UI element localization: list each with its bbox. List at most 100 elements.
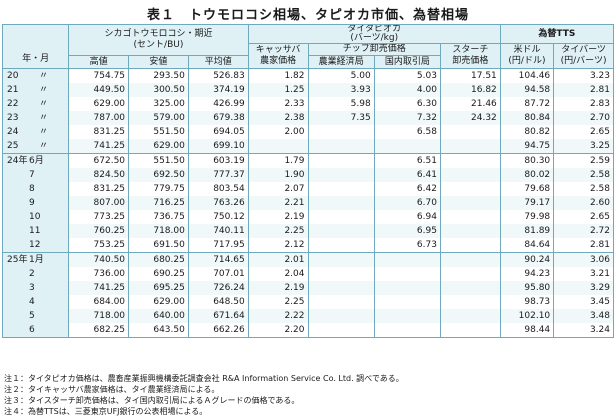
- cell-starch: 24.32: [439, 111, 501, 125]
- cell-year-month: 8: [1, 182, 70, 196]
- notes: 注１：タイタピオカ価格は、農畜産業振興機構委託調査会社 R&A Informat…: [4, 373, 404, 417]
- cell-chip-farm: 5.00: [307, 68, 375, 83]
- cell-chip-domestic: 5.03: [373, 68, 441, 83]
- cell-corn-low: 551.50: [128, 125, 189, 139]
- cell-usd: 87.72: [499, 97, 555, 111]
- cell-year-month: 7: [1, 168, 70, 182]
- cell-starch: [439, 139, 501, 154]
- cell-cassava: 2.01: [247, 252, 309, 267]
- cell-year-month: 4: [1, 295, 70, 309]
- cell-chip-domestic: 6.58: [373, 125, 441, 139]
- cell-year-month: 3: [1, 281, 70, 295]
- cell-chip-domestic: 6.95: [373, 224, 441, 238]
- cell-baht: 2.72: [553, 224, 614, 238]
- table-row: 21 〃 449.50 300.50 374.19 1.25 3.93 4.00 16.82 94…: [1, 83, 614, 97]
- cell-corn-low: 640.00: [128, 309, 189, 323]
- header-fx-group: 為替TTS: [499, 24, 615, 44]
- cell-starch: [439, 252, 501, 267]
- note-1: 注１：タイタピオカ価格は、農畜産業振興機構委託調査会社 R&A Informat…: [4, 374, 404, 383]
- cell-chip-domestic: 6.30: [373, 97, 441, 111]
- cell-starch: [439, 196, 501, 210]
- cell-corn-avg: 679.38: [187, 111, 249, 125]
- cell-cassava: 2.22: [247, 309, 309, 323]
- cell-corn-high: 718.00: [68, 309, 130, 323]
- cell-corn-high: 736.00: [68, 267, 130, 281]
- cell-corn-high: 831.25: [68, 182, 130, 196]
- cell-starch: [439, 224, 501, 238]
- header-corn-group: シカゴトウモロコシ・期近 (セント/BU): [68, 24, 249, 56]
- cell-chip-domestic: [373, 281, 441, 295]
- cell-corn-low: 680.25: [128, 252, 189, 267]
- cell-year-month: 10: [1, 210, 70, 224]
- cell-baht: 2.83: [553, 97, 614, 111]
- header-corn-avg: 平均値: [187, 55, 249, 69]
- row-year: 21: [7, 84, 19, 95]
- cell-corn-avg: 803.54: [187, 182, 249, 196]
- cell-chip-farm: [307, 267, 375, 281]
- cell-baht: 2.65: [553, 125, 614, 139]
- cell-chip-domestic: [373, 252, 441, 267]
- cell-starch: 21.46: [439, 97, 501, 111]
- cell-corn-high: 787.00: [68, 111, 130, 125]
- cell-chip-farm: [307, 281, 375, 295]
- cell-baht: 3.24: [553, 323, 614, 338]
- cell-starch: 17.51: [439, 68, 501, 83]
- cell-corn-avg: 750.12: [187, 210, 249, 224]
- cell-starch: [439, 295, 501, 309]
- price-table: 年・月 シカゴトウモロコシ・期近 (セント/BU) タイタピオカ (バーツ/kg…: [1, 24, 615, 338]
- cell-usd: 94.75: [499, 139, 555, 154]
- row-month: 9: [29, 197, 35, 208]
- cell-usd: 98.44: [499, 323, 555, 338]
- header-cassava: キャッサバ 農家価格: [247, 43, 309, 69]
- row-month: 2: [29, 268, 35, 279]
- row-ditto-mark: 〃: [39, 112, 49, 123]
- cell-usd: 102.10: [499, 309, 555, 323]
- cell-usd: 80.82: [499, 125, 555, 139]
- cell-chip-domestic: 6.70: [373, 196, 441, 210]
- row-month: 7: [29, 169, 35, 180]
- note-2: 注２：タイキャッサバ農家価格は、タイ農業経済局による。: [4, 385, 220, 394]
- cell-corn-avg: 717.95: [187, 238, 249, 253]
- cell-year-month: 23 〃: [1, 111, 70, 125]
- cell-corn-high: 824.50: [68, 168, 130, 182]
- cell-chip-farm: [307, 252, 375, 267]
- cell-corn-avg: 694.05: [187, 125, 249, 139]
- row-year: 25年: [7, 254, 28, 265]
- cell-chip-domestic: 6.51: [373, 153, 441, 168]
- cell-year-month: 12: [1, 238, 70, 253]
- cell-corn-high: 807.00: [68, 196, 130, 210]
- cell-starch: [439, 125, 501, 139]
- cell-usd: 79.17: [499, 196, 555, 210]
- note-3: 注３：タイスターチ卸売価格は、タイ国内取引局によるＡグレードの価格である。: [4, 396, 300, 405]
- table-row: 2 736.00 690.25 707.01 2.04 94.23 3.21: [1, 267, 614, 281]
- cell-corn-high: 773.25: [68, 210, 130, 224]
- cell-starch: [439, 309, 501, 323]
- cell-baht: 2.65: [553, 210, 614, 224]
- cell-baht: 2.58: [553, 168, 614, 182]
- row-month: 8: [29, 183, 35, 194]
- cell-baht: 3.23: [553, 68, 614, 83]
- note-4: 注４：為替TTSは、三菱東京UFJ銀行の公表相場による。: [4, 407, 208, 416]
- cell-cassava: 2.21: [247, 196, 309, 210]
- cell-corn-high: 629.00: [68, 97, 130, 111]
- row-month: 3: [29, 282, 35, 293]
- table-row: 11 760.25 718.00 740.11 2.25 6.95 81.89 2.72: [1, 224, 614, 238]
- cell-starch: [439, 210, 501, 224]
- cell-corn-high: 672.50: [68, 153, 130, 168]
- cell-usd: 79.68: [499, 182, 555, 196]
- cell-year-month: 9: [1, 196, 70, 210]
- header-starch: スターチ 卸売価格: [439, 43, 501, 69]
- cell-cassava: 1.82: [247, 68, 309, 83]
- table-row: 9 807.00 716.25 763.26 2.21 6.70 79.17 2.60: [1, 196, 614, 210]
- cell-corn-high: 760.25: [68, 224, 130, 238]
- cell-chip-farm: [307, 210, 375, 224]
- cell-usd: 80.02: [499, 168, 555, 182]
- cell-cassava: 2.33: [247, 97, 309, 111]
- cell-chip-farm: [307, 168, 375, 182]
- table-row: 12 753.25 691.50 717.95 2.12 6.73 84.64 2.81: [1, 238, 614, 253]
- cell-chip-farm: [307, 295, 375, 309]
- cell-starch: [439, 267, 501, 281]
- table-row: 25年 1月 740.50 680.25 714.65 2.01 90.24 3.06: [1, 252, 614, 267]
- cell-corn-avg: 526.83: [187, 68, 249, 83]
- cell-corn-avg: 726.24: [187, 281, 249, 295]
